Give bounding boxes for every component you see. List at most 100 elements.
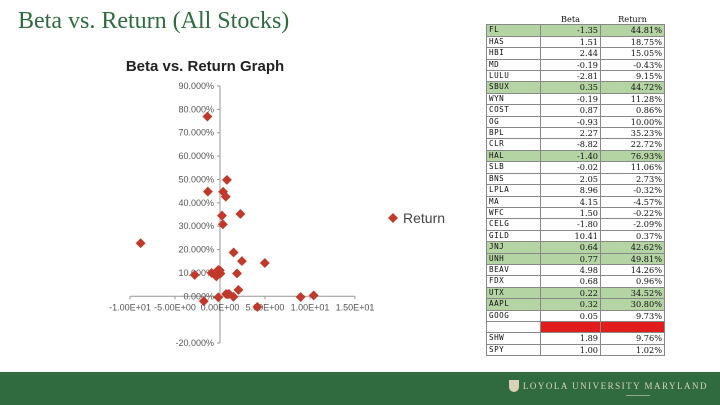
cell-ticker: GOOG — [486, 309, 541, 322]
legend-marker — [388, 213, 398, 223]
data-point — [198, 296, 209, 307]
cell-beta: 0.32 — [540, 298, 601, 311]
y-tick-label: 30.000% — [178, 221, 214, 231]
cell-beta: 2.44 — [540, 47, 601, 60]
cell-ticker: HAL — [486, 149, 541, 163]
cell-beta: -0.93 — [540, 115, 601, 129]
data-point — [202, 111, 213, 122]
table-row: CLR -8.82 22.72% — [486, 138, 665, 151]
data-point — [259, 258, 270, 268]
cell-ticker: SLB — [486, 161, 541, 174]
cell-ret: 0.37% — [600, 229, 665, 243]
cell-ret: -0.43% — [600, 58, 665, 72]
data-point — [221, 174, 232, 185]
cell-ret: 9.76% — [600, 332, 665, 345]
cell-beta: 1.00 — [540, 343, 601, 357]
cell-ret: 30.80% — [600, 298, 665, 311]
data-point — [224, 288, 234, 299]
header-return: Return — [600, 14, 665, 25]
cell-ticker: FL — [486, 24, 541, 37]
data-point — [135, 238, 146, 249]
data-point — [217, 210, 227, 221]
cell-ret: 44.72% — [600, 81, 665, 94]
x-tick-label: -5.00E+00 — [154, 302, 196, 312]
chart-title: Beta vs. Return Graph — [125, 58, 285, 75]
cell-ticker: GILD — [486, 229, 541, 243]
cell-ret: 2.73% — [600, 172, 665, 186]
cell-beta: 0.35 — [540, 81, 601, 94]
cell-ret: 14.26% — [600, 263, 665, 277]
cell-ticker: BPL — [486, 127, 541, 140]
data-point — [232, 268, 242, 279]
cell-ticker: AAPL — [486, 298, 541, 311]
x-tick-label: 1.00E+01 — [291, 302, 330, 312]
cell-beta: 0.64 — [540, 241, 601, 254]
table-row: WYN -0.19 11.28% — [486, 92, 665, 106]
table-row: FL -1.35 44.81% — [486, 24, 665, 37]
cell-beta: -1.80 — [540, 218, 601, 231]
cell-ticker: BEAV — [486, 263, 541, 277]
table-row: MD -0.19 -0.43% — [486, 58, 665, 72]
cell-beta — [540, 320, 601, 334]
cell-ticker: LULU — [486, 70, 541, 83]
cell-ticker — [486, 320, 541, 334]
data-point — [233, 284, 244, 295]
cell-ret: -0.22% — [600, 206, 665, 220]
logo-text: LOYOLA UNIVERSITY MARYLAND — [522, 381, 708, 391]
table-row: BNS 2.05 2.73% — [486, 172, 665, 186]
beta-return-table: Beta Return FL -1.35 44.81% HAS 1.51 18.75% HB… — [486, 14, 665, 357]
data-point — [189, 269, 200, 280]
table-row: SBUX 0.35 44.72% — [486, 81, 665, 94]
y-tick-label: -20.000% — [175, 338, 214, 348]
table-row: GOOG 0.05 9.73% — [486, 309, 665, 322]
footer-divider — [626, 395, 650, 396]
cell-ticker: BNS — [486, 172, 541, 186]
data-point — [211, 271, 222, 282]
legend-label: Return — [403, 210, 445, 226]
cell-ticker: HAS — [486, 35, 541, 49]
cell-ret: -2.09% — [600, 218, 665, 231]
cell-ret — [600, 320, 665, 334]
cell-ret: -0.32% — [600, 184, 665, 197]
university-logo: LOYOLA UNIVERSITY MARYLAND — [508, 380, 708, 392]
cell-beta: -0.19 — [540, 92, 601, 106]
table-row: SPY 1.00 1.02% — [486, 343, 665, 357]
cell-ret: 10.00% — [600, 115, 665, 129]
data-point — [235, 209, 246, 219]
cell-ticker: UTX — [486, 286, 541, 300]
table-row: COST 0.87 0.86% — [486, 104, 665, 117]
cell-beta: 0.22 — [540, 286, 601, 300]
cell-beta: 8.96 — [540, 184, 601, 197]
footer-bar: LOYOLA UNIVERSITY MARYLAND — [0, 372, 720, 405]
cell-ticker: FDX — [486, 275, 541, 288]
data-point — [217, 219, 228, 230]
cell-ticker: SBUX — [486, 81, 541, 94]
cell-beta: 0.05 — [540, 309, 601, 322]
y-tick-label: 40.000% — [178, 198, 214, 208]
table-row: HAS 1.51 18.75% — [486, 35, 665, 49]
table-row: SLB -0.02 11.06% — [486, 161, 665, 174]
cell-beta: 1.89 — [540, 332, 601, 345]
table-row: CELG -1.80 -2.09% — [486, 218, 665, 231]
table-row: UTX 0.22 34.52% — [486, 286, 665, 300]
table-row: WFC 1.50 -0.22% — [486, 206, 665, 220]
table-row: SHW 1.89 9.76% — [486, 332, 665, 345]
cell-beta: 4.98 — [540, 263, 601, 277]
scatter-chart: Beta vs. Return Graph -20.000%0.000%10.0… — [55, 48, 473, 360]
table-row: HBI 2.44 15.05% — [486, 47, 665, 60]
cell-beta: 2.05 — [540, 172, 601, 186]
data-point — [295, 292, 306, 302]
x-tick-label: 5.00E+00 — [246, 302, 285, 312]
cell-ticker: MD — [486, 58, 541, 72]
table-row: GILD 10.41 0.37% — [486, 229, 665, 243]
cell-ret: 49.81% — [600, 252, 665, 265]
table-row: HAL -1.40 76.93% — [486, 149, 665, 163]
table-row: BPL 2.27 35.23% — [486, 127, 665, 140]
cell-beta: 1.50 — [540, 206, 601, 220]
shield-icon — [508, 380, 519, 392]
cell-ret: 44.81% — [600, 24, 665, 37]
cell-beta: -0.19 — [540, 58, 601, 72]
y-tick-label: 70.000% — [178, 128, 214, 138]
cell-ret: 18.75% — [600, 35, 665, 49]
y-tick-label: 20.000% — [178, 245, 214, 255]
